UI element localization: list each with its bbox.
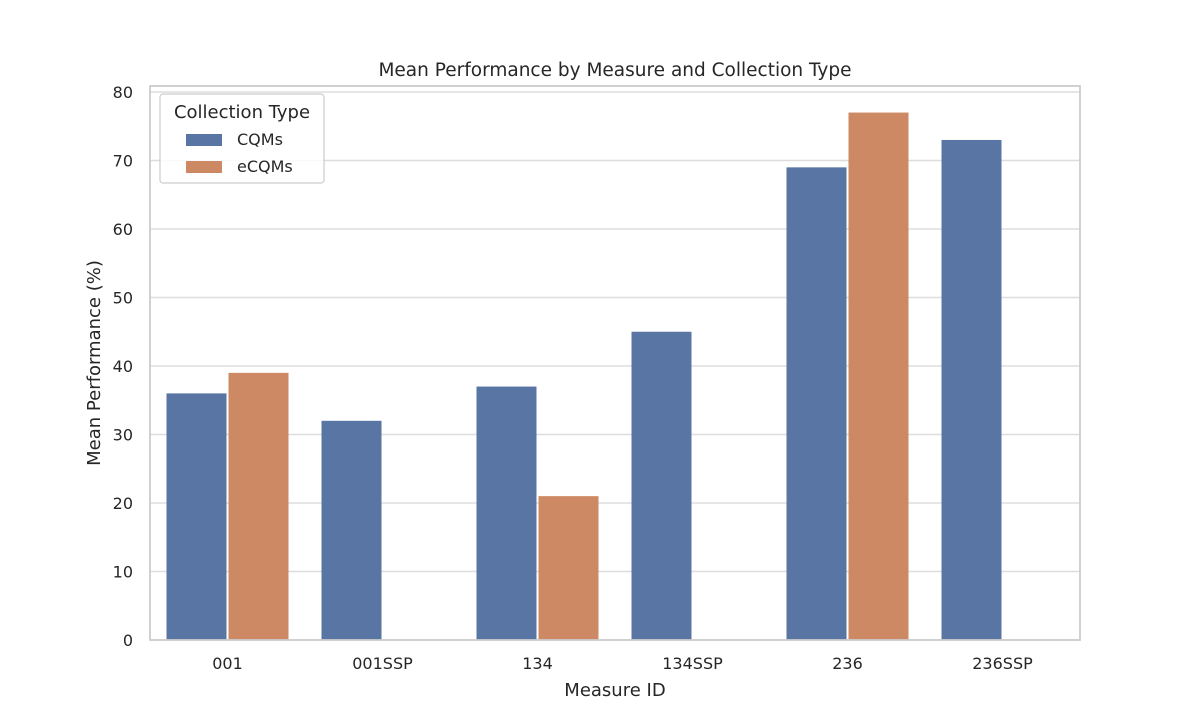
y-tick-label: 20 xyxy=(113,494,133,513)
legend-swatch-ecqms xyxy=(186,161,222,173)
y-tick-labels: 0 10 20 30 40 50 60 70 80 xyxy=(113,83,133,650)
bars xyxy=(166,112,1002,641)
bar-cqms-134 xyxy=(476,386,537,640)
bar-ecqms-236 xyxy=(848,112,909,641)
plot-frame xyxy=(149,85,1081,641)
x-tick-label: 134 xyxy=(522,654,553,673)
y-tick-label: 50 xyxy=(113,289,133,308)
x-tick-label: 236 xyxy=(832,654,863,673)
chart-title: Mean Performance by Measure and Collecti… xyxy=(378,60,851,81)
legend-box xyxy=(159,93,325,184)
bar-cqms-134ssp xyxy=(631,331,692,640)
x-tick-label: 236SSP xyxy=(972,654,1033,673)
bar-cqms-001 xyxy=(166,393,227,640)
bar-cqms-236 xyxy=(786,167,847,640)
y-tick-label: 40 xyxy=(113,357,133,376)
y-axis-label: Mean Performance (%) xyxy=(84,260,105,466)
y-tick-label: 10 xyxy=(113,563,133,582)
bar-cqms-236ssp xyxy=(941,139,1002,640)
x-tick-label: 001 xyxy=(212,654,243,673)
legend-label-ecqms: eCQMs xyxy=(237,157,293,176)
bar-cqms-001ssp xyxy=(321,420,382,640)
y-tick-label: 80 xyxy=(113,83,133,102)
y-tick-label: 70 xyxy=(113,152,133,171)
y-tick-label: 0 xyxy=(123,631,133,650)
x-axis-label: Measure ID xyxy=(564,680,665,701)
legend-label-cqms: CQMs xyxy=(237,130,283,149)
y-tick-label: 30 xyxy=(113,426,133,445)
gridlines xyxy=(150,91,1080,641)
x-tick-label: 001SSP xyxy=(352,654,413,673)
legend-swatch-cqms xyxy=(186,134,222,146)
x-tick-label: 134SSP xyxy=(662,654,723,673)
bar-ecqms-001 xyxy=(228,372,289,640)
bar-ecqms-134 xyxy=(538,496,599,640)
legend: Collection Type CQMs eCQMs xyxy=(159,93,325,184)
x-tick-labels: 001 001SSP 134 134SSP 236 236SSP xyxy=(212,654,1033,673)
legend-title: Collection Type xyxy=(174,102,310,123)
y-tick-label: 60 xyxy=(113,220,133,239)
